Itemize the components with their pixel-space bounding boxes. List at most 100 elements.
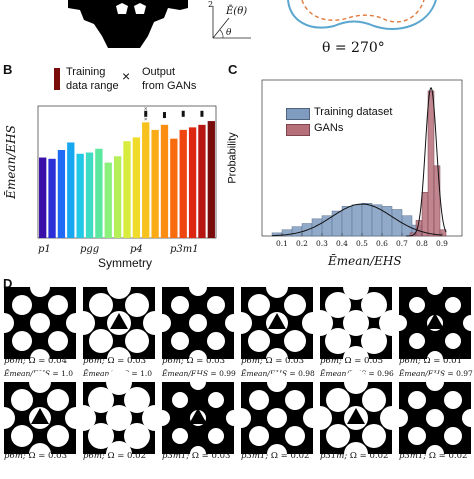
pore-7 xyxy=(344,370,368,394)
training-bin-8 xyxy=(351,204,363,237)
panel-c-letter: C xyxy=(228,62,238,77)
lattice-image xyxy=(390,373,474,463)
pore-2 xyxy=(189,314,207,332)
omega-value: Ω = 0.04 xyxy=(25,356,67,366)
training-range-swatch xyxy=(54,68,60,90)
pore-1 xyxy=(125,293,149,317)
pore-1 xyxy=(445,297,461,313)
bar-15 xyxy=(179,129,187,238)
unit-cell-image xyxy=(68,0,188,48)
pore-5 xyxy=(231,408,251,428)
bar-5 xyxy=(85,152,94,238)
range-marker-2 xyxy=(181,110,185,117)
pore-2 xyxy=(426,409,444,427)
pore-3 xyxy=(408,427,426,445)
pore-5 xyxy=(230,312,252,334)
gan-cross-1: × xyxy=(144,110,148,116)
bar-0 xyxy=(39,157,47,238)
emean-value: Ēmean/EHS = 1.0 xyxy=(4,369,74,378)
pore-4 xyxy=(47,425,69,447)
pore-4 xyxy=(124,423,150,449)
bar-9 xyxy=(123,141,131,238)
strut-node xyxy=(189,408,207,424)
pore-4 xyxy=(361,328,387,354)
gan-bin-4 xyxy=(433,165,441,237)
xtick-pgg: pgg xyxy=(80,244,100,255)
gan-cross-0: × xyxy=(144,106,148,112)
training-bin-9 xyxy=(361,202,373,237)
pore-3 xyxy=(11,425,33,447)
lattice-image xyxy=(153,278,243,368)
pore-1 xyxy=(48,295,68,315)
omega-value: Ω = 0.03 xyxy=(104,356,146,366)
legend-cross-symbol: × xyxy=(122,68,131,84)
pore-1 xyxy=(124,387,150,413)
structure-caption: p3m1; Ω = 0.02 xyxy=(241,451,309,461)
pore-8 xyxy=(30,349,50,369)
structure-gallery: p6m; Ω = 0.04 Ēmean/EHS = 1.0 p6m; Ω = 0.0… xyxy=(0,274,474,474)
pore-4 xyxy=(445,333,461,349)
xtick-label-6: 0.7 xyxy=(396,239,408,248)
pore-3 xyxy=(88,423,114,449)
pore-8 xyxy=(29,443,51,465)
training-fit-curve xyxy=(272,203,443,237)
xtick-label-7: 0.8 xyxy=(416,239,428,248)
bar-12 xyxy=(151,129,159,238)
strut-node xyxy=(268,313,286,329)
pore-0 xyxy=(249,390,269,410)
pore-4 xyxy=(207,332,225,350)
lattice-image xyxy=(71,275,167,371)
xtick-p4: p4 xyxy=(130,244,143,255)
pore-7 xyxy=(190,374,206,390)
lattice-image xyxy=(0,277,86,369)
pore-5 xyxy=(70,405,96,431)
structure-caption: p6m; Ω = 0.03 xyxy=(83,356,146,366)
structure-caption: p3m1; Ω = 0.03 xyxy=(162,451,230,461)
structure-caption: p6m; Ω = 0.02 xyxy=(83,451,146,461)
bar-17 xyxy=(198,124,206,238)
pore-2 xyxy=(30,313,50,333)
gan-bin-2 xyxy=(421,192,429,237)
xtick-label-1: 0.2 xyxy=(296,239,308,248)
pore-5 xyxy=(153,314,171,332)
bar-1 xyxy=(48,158,56,238)
pore-3 xyxy=(171,332,189,350)
symmetry-label: p6m; xyxy=(83,356,105,366)
lattice-image xyxy=(70,369,168,467)
pore-3 xyxy=(172,428,188,444)
pore-7 xyxy=(266,276,288,298)
pore-2 xyxy=(343,310,369,336)
symmetry-label: p31m; xyxy=(320,451,348,461)
structure-cell: p6m; Ω = 0.05 Ēmean/EHS = 0.96 xyxy=(307,274,405,384)
pore-3 xyxy=(12,331,32,351)
pore-0 xyxy=(326,388,350,412)
xtick-label-0: 0.1 xyxy=(276,239,288,248)
pore-8 xyxy=(266,348,288,370)
pore-7 xyxy=(426,373,444,391)
pore-0 xyxy=(409,297,425,313)
omega-value: Ω = 0.03 xyxy=(25,451,67,461)
bar-3 xyxy=(67,142,75,238)
emean-value: Ēmean/EHS = 1.0 xyxy=(83,369,153,378)
pore-1 xyxy=(285,390,305,410)
panel-c-ylabel: Probability xyxy=(226,132,239,184)
bar-2 xyxy=(57,150,66,238)
gan-cross-2: × xyxy=(144,113,148,119)
panel-a: 2 Ē(θ) θ θ = 270° xyxy=(0,0,474,70)
symmetry-label: p3m1; xyxy=(162,451,190,461)
pore-0 xyxy=(12,295,32,315)
pore-8 xyxy=(344,442,368,466)
pore-4 xyxy=(48,331,68,351)
pore-7 xyxy=(267,372,287,392)
pore-5 xyxy=(71,311,95,335)
bar-11 xyxy=(142,122,150,238)
legend-swatch-training xyxy=(286,108,310,120)
training-bin-12 xyxy=(391,209,403,237)
polar-plot xyxy=(287,0,437,30)
pore-0 xyxy=(11,389,33,411)
bar-14 xyxy=(170,138,178,238)
emean-value: Ēmean/EHS = 0.96 xyxy=(320,369,394,378)
pore-1 xyxy=(362,388,386,412)
range-marker-0 xyxy=(144,110,148,117)
angle-caption: θ = 270° xyxy=(322,40,385,56)
